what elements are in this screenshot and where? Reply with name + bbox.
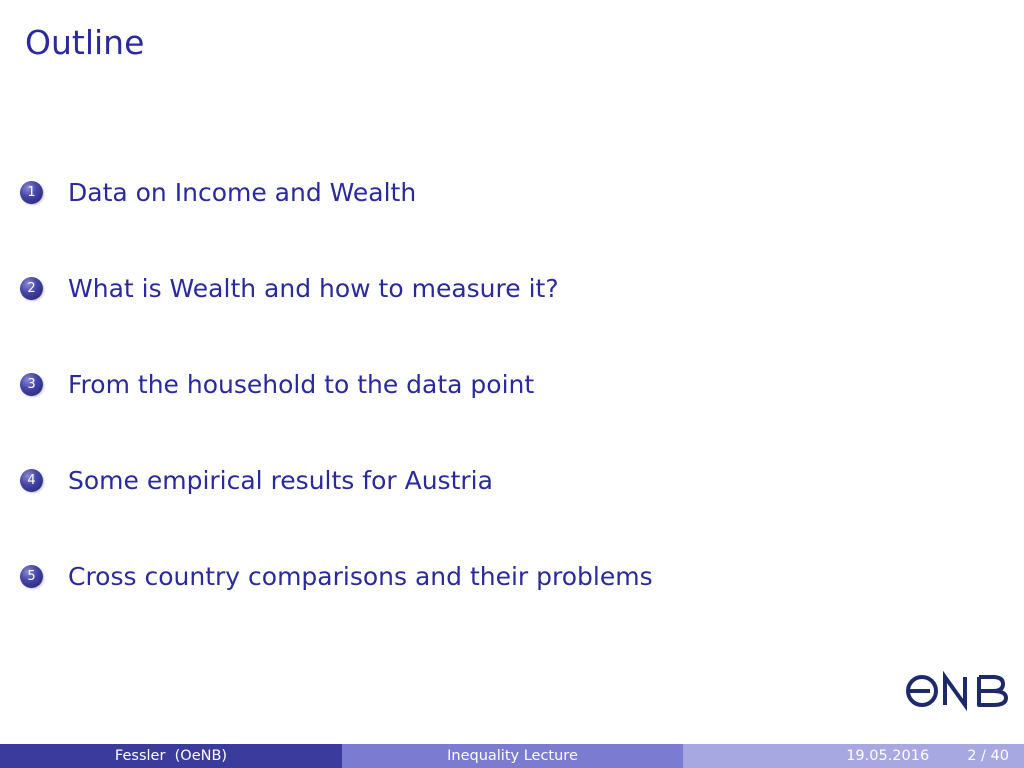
outline-number: 4	[20, 468, 43, 492]
outline-number: 1	[20, 180, 43, 204]
outline-item-5[interactable]: 5 Cross country comparisons and their pr…	[20, 558, 653, 594]
outline-item-label: From the household to the data point	[68, 369, 535, 399]
footer-title: Inequality Lecture	[447, 748, 578, 764]
outline-item-label: What is Wealth and how to measure it?	[68, 273, 559, 303]
outline-number: 3	[20, 372, 43, 396]
outline-item-4[interactable]: 4 Some empirical results for Austria	[20, 462, 653, 498]
outline-item-2[interactable]: 2 What is Wealth and how to measure it?	[20, 270, 653, 306]
outline-item-label: Cross country comparisons and their prob…	[68, 561, 653, 591]
footer-page-number: 2 / 40	[967, 748, 1009, 764]
footer-date-segment: 19.05.2016 2 / 40	[683, 744, 1024, 768]
frame-title: Outline	[25, 23, 145, 62]
outline-item-3[interactable]: 3 From the household to the data point	[20, 366, 653, 402]
outline-list: 1 Data on Income and Wealth 2 What is We…	[20, 174, 653, 654]
outline-number: 5	[20, 564, 43, 588]
footer-author: Fessler (OeNB)	[114, 748, 228, 764]
outline-number: 2	[20, 276, 43, 300]
footer-bar: Fessler (OeNB) Inequality Lecture 19.05.…	[0, 744, 1024, 768]
footer-date: 19.05.2016	[846, 748, 930, 764]
footer-title-segment: Inequality Lecture	[342, 744, 683, 768]
oenb-logo-icon	[906, 671, 1008, 711]
outline-item-label: Data on Income and Wealth	[68, 177, 417, 207]
outline-item-label: Some empirical results for Austria	[68, 465, 493, 495]
outline-item-1[interactable]: 1 Data on Income and Wealth	[20, 174, 653, 210]
footer-author-segment: Fessler (OeNB)	[0, 744, 342, 768]
